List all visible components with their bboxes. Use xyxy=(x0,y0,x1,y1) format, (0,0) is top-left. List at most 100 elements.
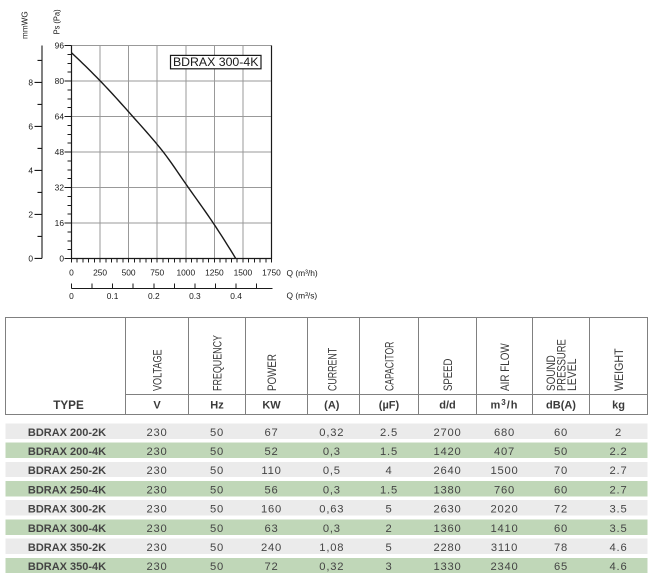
svg-text:67: 67 xyxy=(264,427,278,439)
svg-text:4: 4 xyxy=(385,465,392,477)
svg-text:500: 500 xyxy=(122,268,136,278)
svg-text:2: 2 xyxy=(28,209,33,219)
svg-text:0: 0 xyxy=(69,291,74,301)
svg-text:2340: 2340 xyxy=(490,561,518,573)
svg-text:60: 60 xyxy=(554,484,568,496)
svg-text:230: 230 xyxy=(146,484,167,496)
svg-text:50: 50 xyxy=(210,484,224,496)
svg-text:5: 5 xyxy=(385,542,392,554)
svg-text:(A): (A) xyxy=(324,399,340,411)
svg-text:110: 110 xyxy=(261,465,281,477)
svg-text:1250: 1250 xyxy=(205,268,224,278)
svg-text:240: 240 xyxy=(261,542,282,554)
svg-text:(µF): (µF) xyxy=(379,399,400,411)
svg-text:56: 56 xyxy=(264,484,278,496)
svg-text:16: 16 xyxy=(55,218,65,228)
svg-text:CAPACITOR: CAPACITOR xyxy=(382,342,396,391)
svg-text:1.5: 1.5 xyxy=(380,446,398,458)
svg-text:Ps (Pa): Ps (Pa) xyxy=(52,9,61,34)
svg-text:50: 50 xyxy=(210,542,224,554)
svg-text:0: 0 xyxy=(28,253,33,263)
svg-text:POWER: POWER xyxy=(265,354,279,391)
svg-text:0,5: 0,5 xyxy=(323,465,341,477)
svg-text:80: 80 xyxy=(55,76,65,86)
svg-text:1410: 1410 xyxy=(490,523,518,535)
svg-text:dB(A): dB(A) xyxy=(546,399,576,411)
svg-text:VOLTAGE: VOLTAGE xyxy=(150,350,164,392)
svg-text:230: 230 xyxy=(146,465,167,477)
svg-text:2640: 2640 xyxy=(433,465,461,477)
svg-text:1750: 1750 xyxy=(262,268,281,278)
svg-text:TYPE: TYPE xyxy=(53,399,84,412)
svg-text:1500: 1500 xyxy=(234,268,253,278)
svg-text:6: 6 xyxy=(28,121,33,131)
svg-text:2.7: 2.7 xyxy=(610,465,628,477)
svg-text:Q (m³/s): Q (m³/s) xyxy=(287,290,318,300)
svg-text:1,08: 1,08 xyxy=(319,542,344,554)
svg-text:3110: 3110 xyxy=(491,542,518,554)
svg-text:0,3: 0,3 xyxy=(323,523,341,535)
svg-text:BDRAX 250-2K: BDRAX 250-2K xyxy=(28,465,106,477)
svg-text:BDRAX 350-4K: BDRAX 350-4K xyxy=(28,561,106,573)
svg-text:78: 78 xyxy=(554,542,568,554)
svg-text:1.5: 1.5 xyxy=(380,484,398,496)
svg-text:230: 230 xyxy=(146,523,167,535)
svg-text:2: 2 xyxy=(385,523,392,535)
svg-text:PRESSURE: PRESSURE xyxy=(554,339,568,391)
svg-text:Q (m³/h): Q (m³/h) xyxy=(287,268,318,278)
svg-text:50: 50 xyxy=(210,523,224,535)
svg-text:0,63: 0,63 xyxy=(319,504,344,516)
svg-text:750: 750 xyxy=(150,268,164,278)
svg-text:50: 50 xyxy=(210,504,224,516)
svg-text:kg: kg xyxy=(612,399,625,411)
svg-text:BDRAX 300-2K: BDRAX 300-2K xyxy=(28,504,106,516)
svg-text:50: 50 xyxy=(210,427,224,439)
svg-text:50: 50 xyxy=(554,446,568,458)
svg-text:AIR FLOW: AIR FLOW xyxy=(498,343,512,391)
svg-text:1330: 1330 xyxy=(433,561,461,573)
svg-text:BDRAX 200-2K: BDRAX 200-2K xyxy=(28,427,106,439)
svg-text:52: 52 xyxy=(264,446,278,458)
svg-text:50: 50 xyxy=(210,465,224,477)
svg-text:2.7: 2.7 xyxy=(610,484,628,496)
svg-text:KW: KW xyxy=(262,399,281,411)
svg-text:64: 64 xyxy=(55,112,65,122)
svg-text:0: 0 xyxy=(59,254,64,264)
svg-text:d/d: d/d xyxy=(439,399,456,411)
svg-text:LEVEL: LEVEL xyxy=(565,359,579,391)
svg-text:60: 60 xyxy=(554,427,568,439)
svg-text:72: 72 xyxy=(554,504,568,516)
svg-text:60: 60 xyxy=(554,523,568,535)
svg-text:0,32: 0,32 xyxy=(319,561,344,573)
svg-text:1360: 1360 xyxy=(433,523,461,535)
svg-text:FREQUENCY: FREQUENCY xyxy=(210,335,224,391)
svg-text:SPEED: SPEED xyxy=(441,359,455,391)
svg-text:1420: 1420 xyxy=(433,446,461,458)
svg-text:0: 0 xyxy=(69,268,74,278)
svg-text:BDRAX 250-4K: BDRAX 250-4K xyxy=(28,484,106,496)
svg-text:50: 50 xyxy=(210,446,224,458)
svg-text:250: 250 xyxy=(93,268,107,278)
svg-text:2630: 2630 xyxy=(433,504,461,516)
svg-text:4.6: 4.6 xyxy=(610,561,628,573)
svg-text:4.6: 4.6 xyxy=(610,542,628,554)
svg-text:3: 3 xyxy=(385,561,392,573)
svg-text:50: 50 xyxy=(210,561,224,573)
svg-text:0,32: 0,32 xyxy=(319,427,344,439)
svg-text:1500: 1500 xyxy=(490,465,518,477)
svg-text:m3/h: m3/h xyxy=(490,398,518,411)
svg-text:BDRAX 300-4K: BDRAX 300-4K xyxy=(173,55,259,69)
svg-text:63: 63 xyxy=(264,523,278,535)
svg-text:2280: 2280 xyxy=(433,542,461,554)
svg-text:72: 72 xyxy=(264,561,278,573)
svg-text:3.5: 3.5 xyxy=(610,504,628,516)
svg-text:407: 407 xyxy=(494,446,515,458)
svg-text:2: 2 xyxy=(615,427,622,439)
svg-text:230: 230 xyxy=(146,427,167,439)
svg-text:230: 230 xyxy=(146,446,167,458)
svg-text:70: 70 xyxy=(554,465,568,477)
svg-text:BDRAX 200-4K: BDRAX 200-4K xyxy=(28,446,106,458)
svg-text:0.1: 0.1 xyxy=(107,291,119,301)
svg-text:1380: 1380 xyxy=(433,484,461,496)
svg-text:0.3: 0.3 xyxy=(189,291,201,301)
